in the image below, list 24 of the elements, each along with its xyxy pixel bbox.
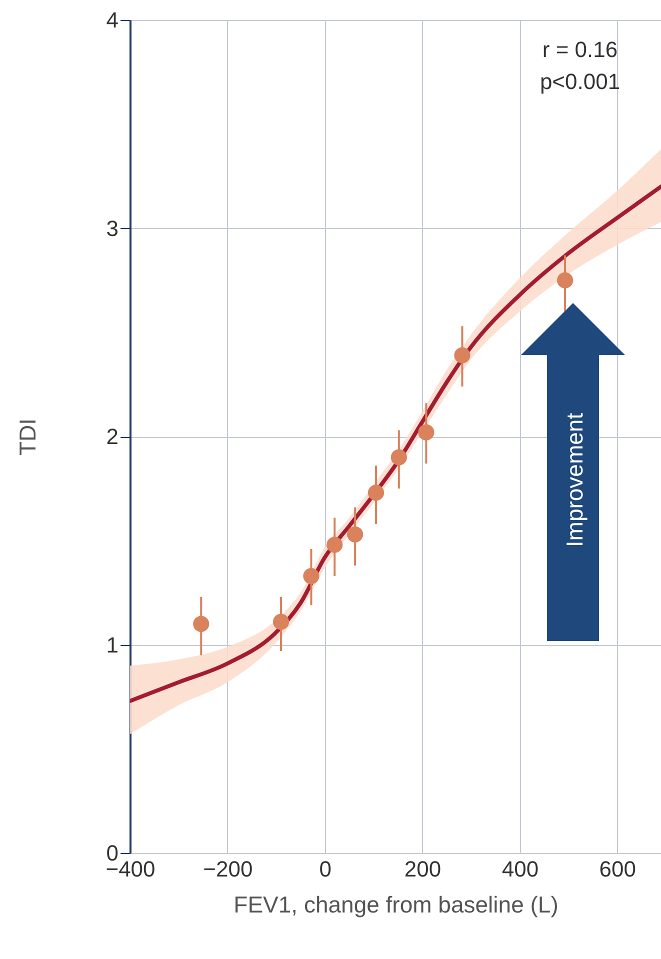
point — [303, 568, 320, 584]
x-tick-label: −200 — [203, 856, 253, 882]
y-tick-label: 1 — [106, 632, 118, 658]
point — [326, 536, 343, 553]
point — [390, 449, 407, 466]
annotation: r = 0.16 — [542, 37, 618, 62]
point — [556, 272, 574, 288]
annotation: Improvement — [562, 412, 588, 548]
y-tick-label: 2 — [106, 424, 118, 449]
point — [418, 424, 434, 440]
x-tick-label: 600 — [599, 856, 636, 882]
x-tick-label: 0 — [319, 856, 332, 882]
x-tick-label: 400 — [502, 856, 539, 882]
point — [272, 614, 290, 630]
x-axis-title: FEV1, change from baseline (L) — [234, 892, 558, 918]
point — [368, 484, 384, 501]
x-tick-label: 200 — [404, 856, 442, 882]
point — [454, 347, 470, 364]
y-tick-label: 4 — [106, 8, 118, 32]
y-axis-title: TDI — [14, 418, 40, 456]
point — [347, 526, 364, 542]
annotation: p<0.001 — [540, 69, 620, 94]
point — [193, 616, 210, 632]
y-tick-label: 3 — [106, 216, 118, 241]
